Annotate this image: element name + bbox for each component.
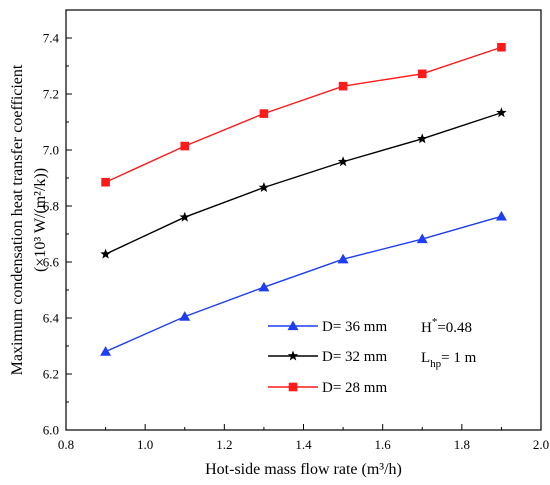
data-point-triangle (416, 233, 428, 244)
x-tick-label: 0.8 (58, 437, 74, 452)
y-axis-unit-label: (×10³ W/(m²/k)) (32, 168, 49, 272)
y-axis-label: Maximum condensation heat transfer coeff… (9, 64, 26, 375)
x-axis-title: Hot-side mass flow rate (m³/h) (205, 461, 402, 478)
series-line (105, 112, 502, 255)
legend-label: D= 32 mm (322, 349, 387, 365)
series-layer (100, 42, 507, 356)
series-2 (101, 42, 506, 187)
x-tick-label: 1.4 (295, 437, 312, 452)
annotations: H*=0.48 Lhp= 1 m (421, 316, 477, 370)
y-tick-label: 6.8 (43, 199, 59, 214)
data-point-square (497, 42, 506, 52)
data-point-square (180, 141, 190, 151)
axis-ticks: 0.8 1.0 1.2 1.4 1.6 1.8 2.0 6.0 6.2 6.4 6.6 6.8 7.0 7… (43, 31, 549, 453)
data-point-star (258, 182, 270, 192)
x-tick-label: 1.0 (137, 437, 153, 452)
y-tick-label: 7.2 (43, 87, 59, 102)
data-point-triangle (337, 253, 349, 264)
data-point-square (338, 81, 348, 91)
legend-item: D= 28 mm (268, 380, 387, 396)
data-point-triangle (495, 210, 507, 221)
data-point-triangle (179, 311, 191, 321)
series-line (105, 215, 502, 353)
x-tick-label: 2.0 (533, 437, 549, 452)
data-point-square (417, 69, 427, 79)
y-tick-label: 6.2 (43, 367, 59, 382)
y-tick-label: 7.0 (43, 143, 59, 158)
data-point-star (287, 350, 299, 361)
data-point-triangle (287, 320, 299, 331)
legend-item: D= 32 mm (268, 349, 387, 365)
legend-label: D= 36 mm (322, 319, 387, 335)
data-point-triangle (258, 281, 270, 292)
y-tick-label: 6.4 (43, 311, 60, 326)
legend-item: D= 36 mm (268, 319, 387, 335)
series-1 (100, 107, 507, 259)
annotation-lhp: Lhp= 1 m (421, 350, 477, 370)
data-point-triangle (100, 346, 112, 356)
y-tick-label: 6.6 (43, 255, 60, 270)
series-line (105, 46, 502, 183)
x-tick-label: 1.8 (454, 437, 470, 452)
data-point-square (101, 177, 110, 187)
data-point-star (496, 107, 507, 118)
series-0 (100, 210, 507, 356)
legend-label: D= 28 mm (322, 380, 387, 396)
data-point-star (417, 133, 428, 144)
y-tick-label: 6.0 (43, 423, 59, 438)
y-tick-label: 7.4 (43, 31, 60, 46)
y-axis-title: Maximum condensation heat transfer coeff… (9, 64, 49, 375)
data-point-star (100, 248, 111, 259)
annotation-hstar: H*=0.48 (421, 316, 472, 336)
data-point-star (179, 211, 190, 222)
legend: D= 36 mm D= 32 mm D= 28 mm (268, 319, 387, 396)
data-point-square (288, 382, 298, 392)
x-axis-label: Hot-side mass flow rate (m³/h) (205, 461, 402, 478)
x-tick-label: 1.6 (375, 437, 392, 452)
x-tick-label: 1.2 (216, 437, 232, 452)
data-point-square (259, 109, 269, 118)
data-point-star (337, 156, 349, 167)
plot-frame (65, 9, 542, 431)
